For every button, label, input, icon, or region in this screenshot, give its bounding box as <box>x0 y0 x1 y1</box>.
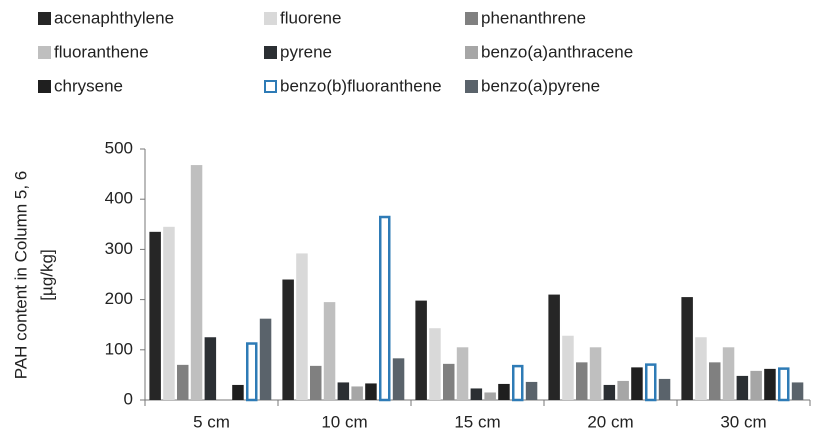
bar <box>190 165 203 400</box>
y-tick-label: 100 <box>105 339 133 358</box>
bar <box>750 370 762 400</box>
legend-label: pyrene <box>280 42 332 61</box>
bar <box>658 378 671 400</box>
legend-swatch <box>38 80 51 93</box>
legend-label: phenanthrene <box>481 8 586 27</box>
bar <box>709 362 721 400</box>
bar <box>163 226 175 400</box>
bar <box>282 279 294 400</box>
bar <box>323 302 336 400</box>
bar <box>351 386 363 400</box>
bar <box>778 367 790 402</box>
x-tick-label: 30 cm <box>720 412 766 431</box>
bar <box>631 367 643 400</box>
bar <box>177 364 189 400</box>
x-tick-label: 10 cm <box>321 412 367 431</box>
legend-swatch <box>465 80 478 93</box>
bar <box>681 297 693 400</box>
y-tick-label: 300 <box>105 239 133 258</box>
bar <box>791 382 804 400</box>
x-tick-label: 15 cm <box>454 412 500 431</box>
bar <box>695 337 707 400</box>
bar <box>576 362 588 400</box>
bar <box>310 365 322 400</box>
legend-label: benzo(b)fluoranthene <box>280 76 442 95</box>
bar <box>470 388 483 400</box>
legend-label: acenaphthylene <box>54 8 174 27</box>
bar <box>498 383 510 400</box>
bar <box>204 337 217 400</box>
bar <box>645 363 657 402</box>
bar <box>617 380 629 400</box>
legend-label: chrysene <box>54 76 123 95</box>
bar <box>562 335 574 400</box>
bar <box>337 382 350 400</box>
bar <box>232 384 244 400</box>
legend-label: fluorene <box>280 8 341 27</box>
bar <box>259 318 272 400</box>
bar <box>512 364 524 402</box>
x-tick-label: 20 cm <box>587 412 633 431</box>
bar <box>456 347 469 400</box>
y-tick-label: 0 <box>124 389 133 408</box>
y-axis-label: [µg/kg] <box>37 249 56 300</box>
bar <box>365 383 377 400</box>
legend-swatch <box>465 12 478 25</box>
bar <box>429 328 441 400</box>
bar <box>722 347 735 400</box>
legend-swatch <box>38 12 51 25</box>
bar <box>149 231 161 400</box>
bar <box>736 375 749 400</box>
legend-swatch <box>264 12 277 25</box>
y-axis-label: PAH content in Column 5, 6 <box>11 171 30 380</box>
legend-swatch <box>465 46 478 59</box>
y-tick-label: 400 <box>105 189 133 208</box>
legend-swatch <box>264 46 277 59</box>
bar <box>379 215 391 402</box>
bar <box>589 347 602 400</box>
bar <box>415 300 427 400</box>
y-tick-label: 500 <box>105 138 133 157</box>
bar <box>392 358 405 400</box>
bar <box>484 392 496 400</box>
legend-label: benzo(a)anthracene <box>481 42 633 61</box>
bar <box>296 253 308 400</box>
bar <box>525 381 538 400</box>
y-tick-label: 200 <box>105 289 133 308</box>
bar <box>603 384 616 400</box>
legend-label: benzo(a)pyrene <box>481 76 600 95</box>
bar <box>246 342 258 402</box>
bar <box>764 368 776 400</box>
bar <box>548 294 560 400</box>
legend-swatch <box>264 80 277 93</box>
legend-label: fluoranthene <box>54 42 149 61</box>
legend-swatch <box>38 46 51 59</box>
x-tick-label: 5 cm <box>193 412 230 431</box>
bar <box>443 363 455 400</box>
